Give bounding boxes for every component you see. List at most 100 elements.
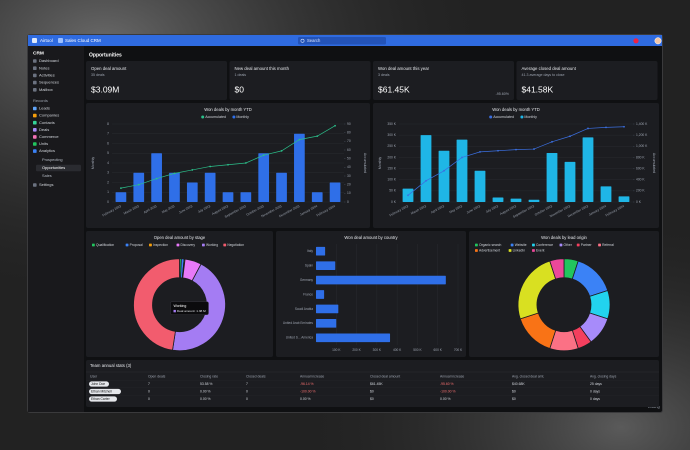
line-point <box>443 169 445 172</box>
nav-subitem[interactable]: Prospecting <box>42 157 63 162</box>
y-tick-label: 0 <box>107 200 109 204</box>
nav-item[interactable]: Activities <box>39 72 55 77</box>
y-tick-label: 50 K <box>389 189 397 193</box>
x-tick-label: March 2023 <box>410 204 427 216</box>
bar <box>204 172 216 202</box>
table-cell: $0 <box>370 397 374 401</box>
legend-swatch <box>532 243 535 247</box>
y2-tick-label: 70 <box>347 139 351 143</box>
bar <box>151 153 162 202</box>
nav-item[interactable]: Units <box>39 141 48 146</box>
legend-label[interactable]: Conference <box>536 243 553 247</box>
nav-subitem[interactable]: Sales <box>42 173 52 178</box>
legend-label[interactable]: Inspection <box>153 243 168 247</box>
chart-title: Won deals by month YTD <box>492 107 540 112</box>
nav-item[interactable]: Dashboard <box>39 58 59 63</box>
nav-item[interactable]: Notes <box>39 65 49 70</box>
legend-label[interactable]: Discovery <box>181 243 196 247</box>
app-logo[interactable] <box>32 38 37 43</box>
y-tick-label: 3 <box>107 171 109 175</box>
nav-item[interactable]: Sequences <box>39 80 59 85</box>
card <box>86 231 273 357</box>
y-tick-label: Germany <box>300 278 314 282</box>
legend-label[interactable]: Negotiation <box>227 243 244 247</box>
legend-label[interactable]: Other <box>564 243 573 247</box>
bar <box>618 196 630 202</box>
y-tick-label: United Arab Emirates <box>283 321 314 325</box>
kpi-sub: 3 deals <box>378 73 390 77</box>
legend-swatch <box>202 243 205 247</box>
table-cell: 0 <box>246 397 248 401</box>
legend-label[interactable]: Accumulated <box>205 115 226 119</box>
y2-tick-label: 10 <box>347 191 351 195</box>
kpi-label: Won deal amount this year <box>378 66 430 71</box>
legend-label[interactable]: Website <box>515 243 527 247</box>
x-tick-label: May 2023 <box>161 204 175 214</box>
user-chip[interactable] <box>89 381 109 387</box>
legend-label[interactable]: Monthly <box>524 115 537 119</box>
nav-item[interactable]: Mailbox <box>39 87 53 92</box>
y-tick-label: 4 <box>107 161 109 165</box>
table-cell: Ethan Carter <box>91 397 111 401</box>
legend-label[interactable]: Partner <box>581 243 593 247</box>
legend-swatch <box>92 243 95 247</box>
workspace-name[interactable]: Sales Cloud CRM <box>65 38 101 43</box>
line-point <box>569 135 571 138</box>
nav-subitem[interactable]: Opportunities <box>42 165 65 170</box>
table-header: Annual increase <box>440 374 464 378</box>
y2-tick-label: 400 K <box>636 178 645 182</box>
legend-label[interactable]: Advertisement <box>479 248 500 252</box>
nav-item[interactable]: Deals <box>39 127 49 132</box>
pie-slice[interactable] <box>133 258 180 351</box>
search-box[interactable] <box>298 37 386 45</box>
table-cell: 0 <box>148 397 150 401</box>
user-chip[interactable] <box>89 396 117 402</box>
legend-label[interactable]: LinkedIn <box>513 248 526 252</box>
notifications[interactable] <box>633 38 639 44</box>
avatar[interactable] <box>654 37 662 45</box>
legend-label[interactable]: Referral <box>602 243 614 247</box>
tooltip-text: Deal amount: 1.38 M <box>177 309 206 313</box>
y2-tick-label: 80 <box>347 131 351 135</box>
line-point <box>623 125 625 128</box>
legend-label[interactable]: Accumulated <box>493 115 514 119</box>
x-tick-label: April 2023 <box>143 204 158 214</box>
table-cell: -95.60 % <box>440 382 454 386</box>
nav-icon <box>33 120 37 125</box>
line-point <box>191 169 194 171</box>
y-tick-label: 250 K <box>387 144 396 148</box>
nav-item[interactable]: Analytics <box>39 148 55 153</box>
line-point <box>497 149 499 152</box>
kpi-label: Average closed deal amount <box>522 66 577 71</box>
user-chip[interactable] <box>89 388 121 395</box>
y-tick-label: 8 <box>107 122 109 126</box>
bar <box>510 198 522 202</box>
nav-item[interactable]: Companies <box>39 113 59 118</box>
legend-label[interactable]: Proposal <box>130 243 143 247</box>
legend-label[interactable]: Monthly <box>236 115 249 119</box>
y2-tick-label: 20 <box>347 183 351 187</box>
table-header: Closed deal amount <box>370 374 400 378</box>
nav-item[interactable]: Settings <box>39 182 53 187</box>
nav-icon <box>33 149 37 153</box>
nav-item[interactable]: Leads <box>39 106 50 111</box>
nav-item[interactable]: Commerce <box>39 134 59 139</box>
legend-label[interactable]: Event <box>536 248 545 252</box>
legend-label[interactable]: Qualification <box>96 243 114 247</box>
y-tick-label: 100 K <box>387 178 396 182</box>
table-cell: 0.00 % <box>440 397 451 401</box>
legend-label[interactable]: Organic search <box>479 243 502 247</box>
y-tick-label: Italy <box>307 249 313 253</box>
bar <box>474 170 486 202</box>
bar <box>420 135 432 202</box>
line-point <box>120 187 122 190</box>
table-cell: 25 days <box>590 382 602 386</box>
line-point <box>334 124 336 127</box>
pie-slice[interactable] <box>172 263 226 352</box>
x-tick-label: 200 K <box>352 348 361 352</box>
nav-item[interactable]: Contacts <box>39 120 55 125</box>
line-point <box>551 140 553 143</box>
pie-slice[interactable] <box>549 258 565 280</box>
legend-label[interactable]: Working <box>206 243 218 247</box>
